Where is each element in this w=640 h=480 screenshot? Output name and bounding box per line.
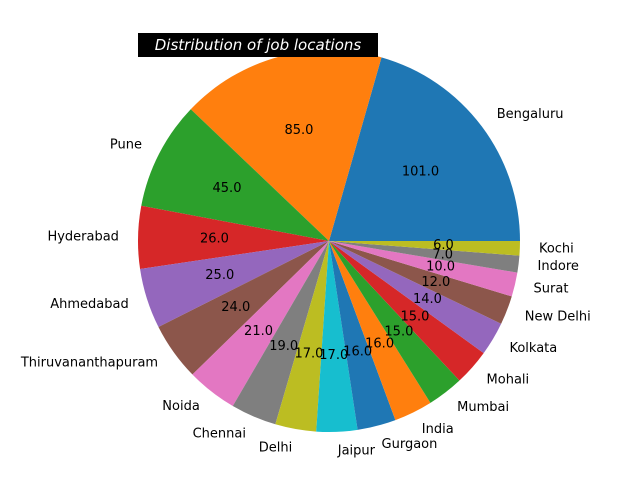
pie-slice-4 (140, 241, 329, 328)
pie-slice-5 (158, 241, 329, 375)
pie-slice-12 (329, 241, 460, 403)
pie-slice-0 (329, 57, 520, 242)
category-label-9: Jaipur (337, 443, 376, 458)
value-labels: 101.085.045.026.025.024.021.019.017.017.… (200, 123, 455, 363)
category-label-15: New Delhi (525, 310, 591, 325)
pie-slice-9 (316, 241, 358, 432)
value-label-7: 19.0 (269, 339, 298, 354)
value-label-6: 21.0 (244, 324, 273, 339)
pie-slice-17 (329, 241, 520, 273)
category-label-10: Gurgaon (382, 437, 438, 452)
value-label-2: 45.0 (213, 181, 242, 196)
value-label-17: 7.0 (432, 247, 453, 262)
pie-slice-2 (141, 109, 329, 241)
value-label-4: 25.0 (205, 268, 234, 283)
category-label-4: Ahmedabad (50, 297, 128, 312)
value-label-16: 10.0 (426, 260, 455, 275)
value-label-1: 85.0 (284, 123, 313, 138)
value-label-11: 16.0 (365, 336, 394, 351)
pie-slice-11 (329, 241, 431, 421)
category-label-7: Chennai (193, 426, 246, 441)
value-label-9: 17.0 (319, 348, 348, 363)
category-label-6: Noida (162, 399, 200, 414)
value-label-13: 15.0 (400, 309, 429, 324)
value-label-10: 16.0 (343, 344, 372, 359)
pie-slice-3 (138, 205, 329, 270)
pie-slice-1 (190, 49, 382, 241)
category-label-13: Mohali (487, 373, 530, 388)
category-labels: Bengaluru Pune Hyderabad Ahmedabad Thiruvana… (20, 107, 591, 458)
chart-title-background (138, 33, 378, 57)
pie-slice-13 (329, 241, 484, 381)
pie-slice-10 (329, 241, 396, 430)
pie-slice-16 (329, 241, 518, 297)
pie-slice-18 (329, 241, 520, 256)
value-label-8: 17.0 (294, 346, 323, 361)
pie-slice-15 (329, 241, 512, 324)
value-label-3: 26.0 (200, 231, 229, 246)
chart-title-group: Distribution of job locations (138, 33, 378, 57)
pie-slice-8 (275, 241, 329, 432)
pie-slices (138, 49, 520, 432)
category-label-17: Indore (538, 259, 579, 274)
chart-title: Distribution of job locations (155, 36, 362, 54)
pie-slice-14 (329, 241, 502, 354)
category-label-12: Mumbai (457, 400, 509, 415)
category-label-0: Bengaluru (497, 107, 564, 122)
value-label-5: 24.0 (221, 300, 250, 315)
category-label-16: Surat (534, 281, 569, 296)
category-label-11: India (422, 422, 454, 437)
value-label-14: 14.0 (413, 292, 442, 307)
category-label-2: Pune (110, 138, 142, 153)
value-label-12: 15.0 (384, 324, 413, 339)
category-label-3: Hyderabad (47, 229, 119, 244)
value-label-18: 6.0 (433, 238, 454, 253)
pie-slice-7 (232, 241, 329, 425)
category-label-8: Delhi (259, 440, 292, 455)
pie-slice-6 (192, 241, 329, 407)
value-label-15: 12.0 (421, 275, 450, 290)
category-label-14: Kolkata (509, 341, 557, 356)
category-label-5: Thiruvananthapuram (20, 356, 158, 371)
value-label-0: 101.0 (402, 164, 439, 179)
category-label-18: Kochi (539, 242, 574, 257)
